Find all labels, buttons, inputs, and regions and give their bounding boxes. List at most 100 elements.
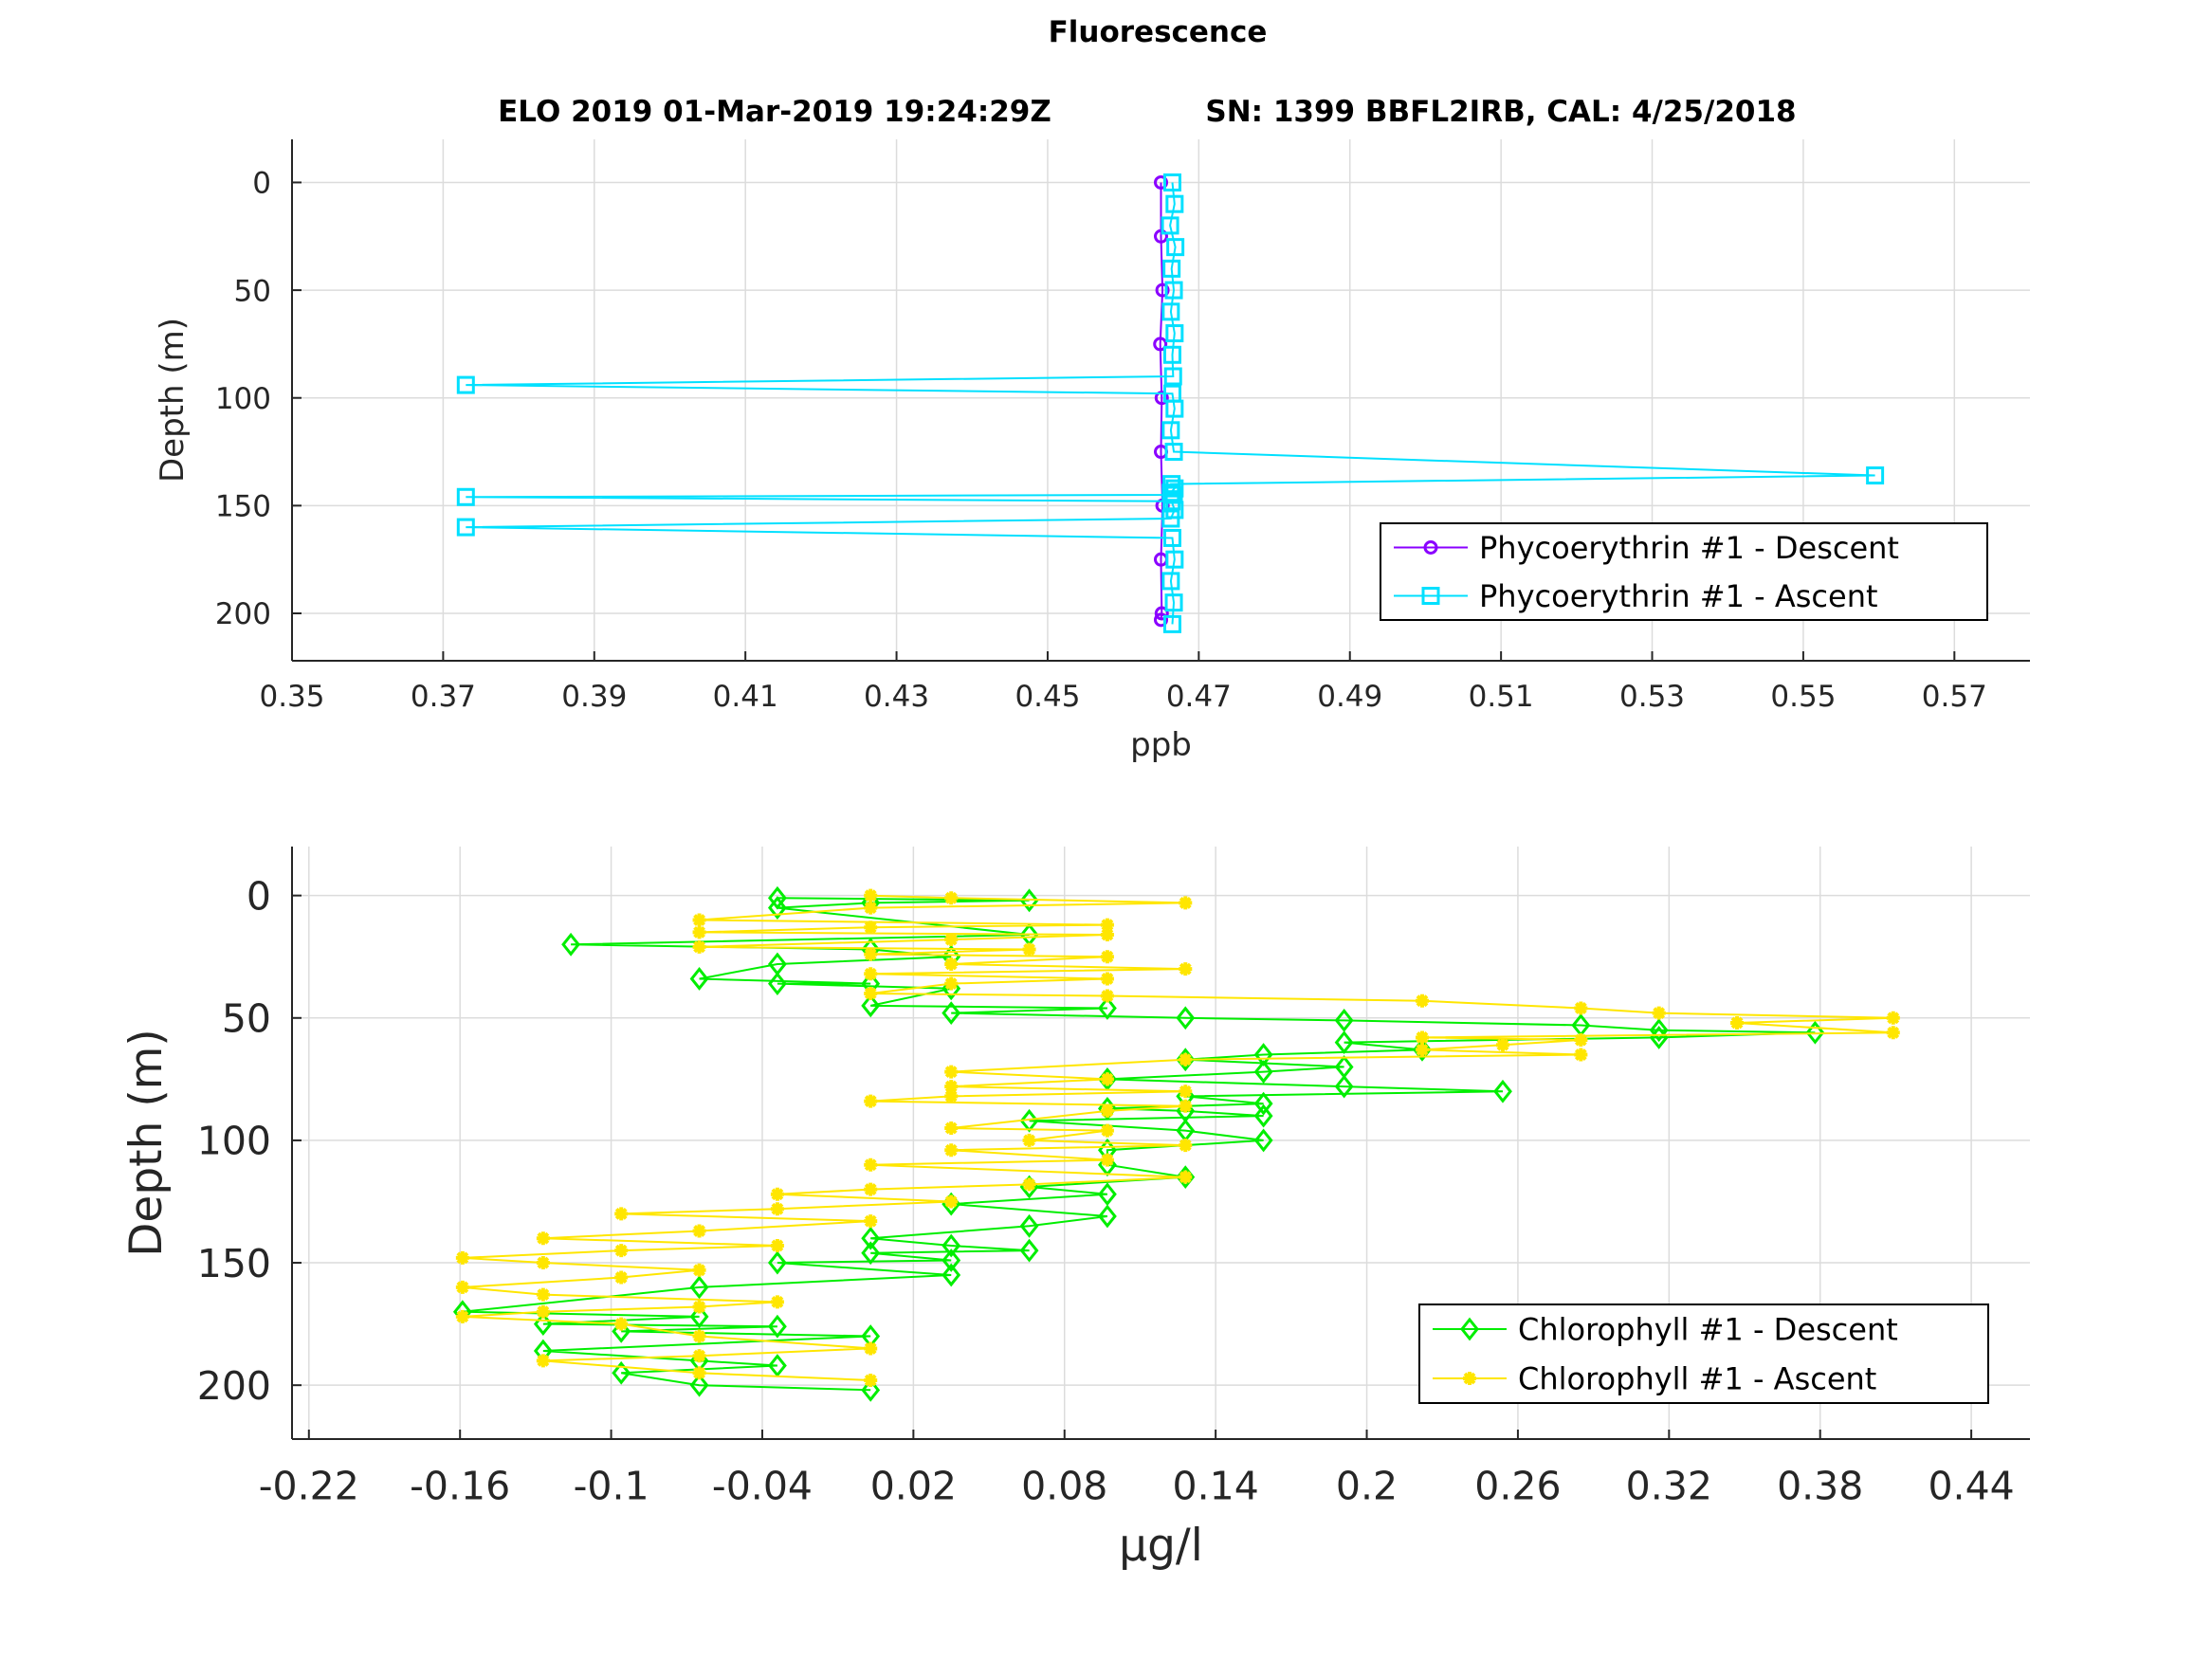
series-line [1159,182,1164,620]
data-point [1100,950,1114,964]
data-point [1163,367,1182,386]
data-point [1179,1099,1193,1113]
data-point [861,994,881,1018]
data-point [1574,1033,1588,1048]
data-point [692,1349,706,1363]
legend-marker [1421,587,1440,605]
data-point [1100,1153,1114,1167]
x-tick-label: 0.14 [1172,1464,1258,1509]
data-point [944,1121,959,1135]
y-axis-label: Depth (m) [120,1029,173,1257]
data-point [941,1263,961,1287]
data-point [692,1329,706,1343]
legend: Chlorophyll #1 - Descent Chlorophyll #1 -… [1418,1304,1989,1404]
data-point [864,1374,878,1388]
data-point [536,1304,550,1319]
data-point [1161,216,1179,235]
y-tick-label: 150 [197,1241,271,1286]
data-point [1805,1020,1825,1045]
x-axis-label: µg/l [1119,1520,1203,1572]
legend-label: Chlorophyll #1 - Descent [1518,1312,1898,1348]
data-point [1253,1060,1273,1085]
legend: Phycoerythrin #1 - Descent Phycoerythrin … [1380,522,1988,621]
data-point [941,1249,961,1272]
data-point [944,976,959,991]
data-point [1162,173,1181,191]
series-line [466,182,1875,625]
data-point [1161,421,1180,440]
x-tick-label: 0.41 [713,680,778,714]
y-axis-label: Depth (m) [154,318,192,483]
data-point [455,1250,469,1265]
y-tick-label: 0 [252,167,271,201]
data-point [1162,528,1181,547]
data-point [1019,1213,1039,1238]
data-point [767,1314,787,1339]
data-point [692,925,706,939]
legend-marker [1463,1372,1476,1385]
legend-box [1380,522,1988,621]
data-point [861,1377,881,1402]
data-point [1866,466,1885,485]
legend-label: Phycoerythrin #1 - Descent [1479,530,1899,566]
legend-marker [1423,540,1438,555]
data-point [1097,996,1117,1020]
data-point [692,1263,706,1277]
legend-marker [1460,1317,1479,1341]
y-tick-label: 50 [222,996,271,1042]
data-point [1161,302,1180,321]
data-point [1162,345,1181,364]
figure-subtitle-left: ELO 2019 01-Mar-2019 19:24:29Z [498,95,1051,129]
x-tick-label: 0.38 [1777,1464,1863,1509]
data-point [536,1231,550,1246]
data-point [692,913,706,927]
data-point [1097,1204,1117,1229]
data-point [536,1354,550,1368]
data-point [1019,1238,1039,1263]
data-point [1022,1177,1036,1192]
data-point [767,885,787,910]
data-point [864,1341,878,1356]
data-point [1179,1170,1193,1184]
data-point [1179,962,1193,976]
data-point [1154,606,1169,621]
data-point [864,921,878,935]
data-point [864,888,878,902]
data-point [1100,918,1114,932]
x-tick-label: -0.16 [410,1464,510,1509]
data-point [1886,1026,1900,1040]
data-point [1100,1072,1114,1086]
data-point [1166,238,1185,257]
data-point [944,891,959,905]
data-point [864,1214,878,1229]
data-point [1019,888,1039,913]
data-point [1179,1139,1193,1153]
figure-subtitle-right: SN: 1399 BBFL2IRB, CAL: 4/25/2018 [1205,95,1796,129]
data-point [455,1309,469,1323]
x-axis-label: ppb [1130,726,1192,764]
x-tick-label: 0.55 [1770,680,1836,714]
data-point [767,896,787,920]
x-tick-label: 0.02 [870,1464,957,1509]
data-point [767,972,787,996]
data-point [861,1226,881,1250]
data-point [944,1065,959,1079]
y-tick-label: 150 [215,490,271,524]
y-tick-label: 50 [234,274,271,308]
data-point [1495,1038,1509,1052]
x-tick-label: 0.32 [1626,1464,1712,1509]
x-tick-label: 0.26 [1474,1464,1561,1509]
x-tick-label: -0.04 [712,1464,813,1509]
data-point [941,1233,961,1258]
data-point [944,933,959,947]
data-point [1155,283,1170,298]
series-group [456,173,1885,633]
y-tick-label: 200 [197,1363,271,1409]
data-point [770,1187,784,1201]
data-point [1100,1123,1114,1138]
x-tick-label: 0.35 [259,680,324,714]
data-point [944,1194,959,1209]
x-tick-label: -0.1 [574,1464,649,1509]
data-point [1164,443,1183,462]
data-point [1022,1133,1036,1147]
